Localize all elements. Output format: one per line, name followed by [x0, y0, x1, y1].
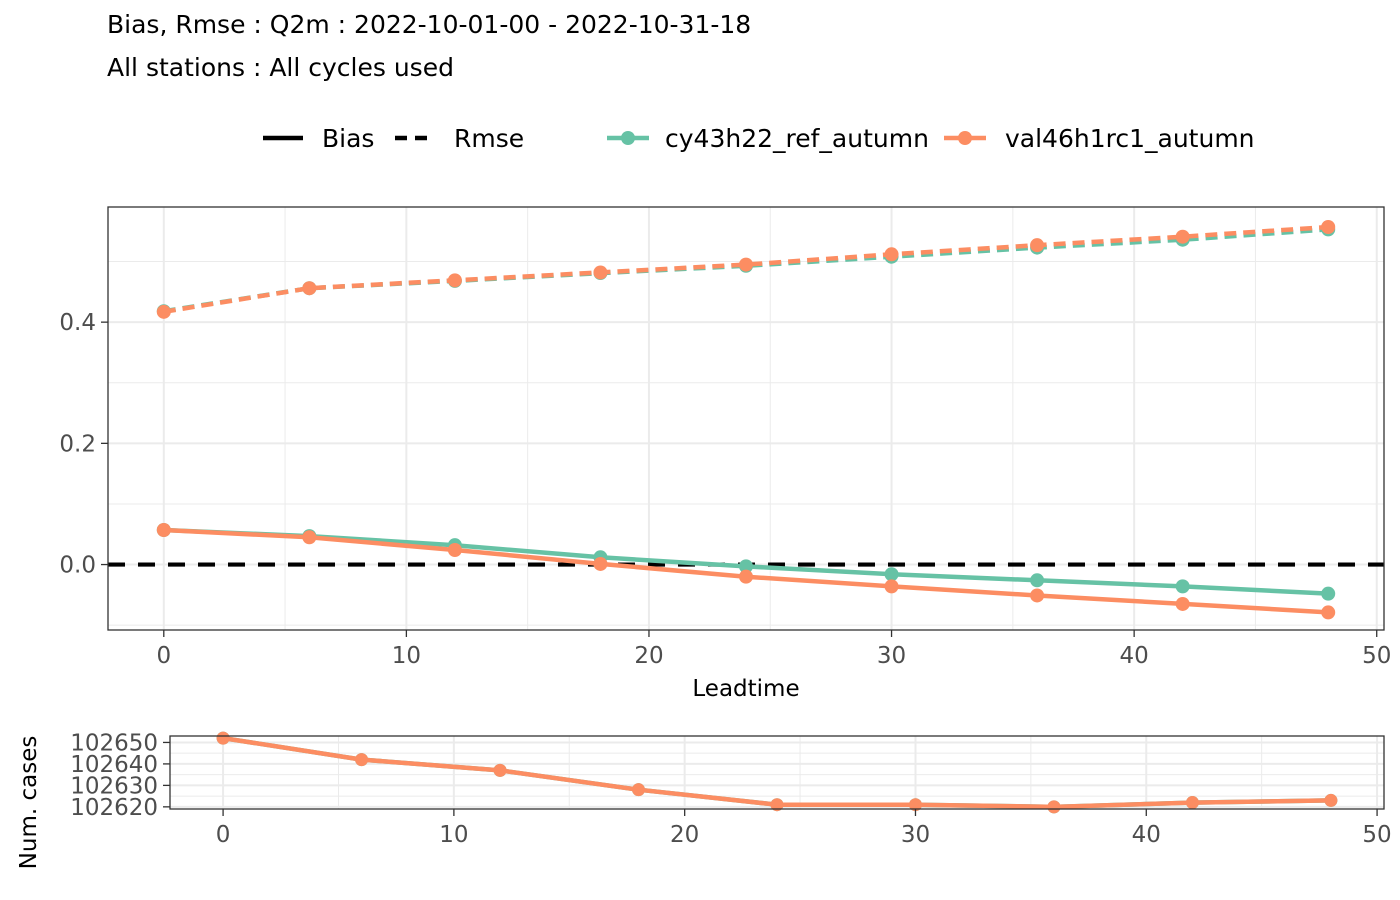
cases-data-point — [355, 753, 369, 767]
cases-plot-background — [170, 736, 1384, 809]
scores-data-point — [739, 569, 753, 584]
scores-y-tick-label: 0.2 — [59, 431, 96, 457]
scores-data-point — [1321, 586, 1336, 601]
scores-data-point — [1175, 596, 1190, 611]
scores-y-tick-label: 0.0 — [59, 553, 96, 579]
cases-y-tick-label: 102630 — [70, 773, 158, 799]
scores-data-point — [156, 304, 171, 319]
scores-data-point — [302, 530, 317, 545]
scores-data-point — [1030, 588, 1045, 603]
chart-title: Bias, Rmse : Q2m : 2022-10-01-00 - 2022-… — [107, 10, 752, 39]
cases-x-tick-label: 20 — [670, 822, 699, 848]
legend: Bias Rmse cy43h22_ref_autumn val46h1rc1_aut… — [263, 124, 1255, 153]
scores-data-point — [447, 273, 462, 288]
scores-data-point — [1321, 605, 1336, 620]
scores-x-tick-label: 20 — [634, 643, 663, 669]
cases-data-point — [908, 798, 922, 812]
scores-x-tick-label: 50 — [1362, 643, 1391, 669]
legend-label-model-1: val46h1rc1_autumn — [1005, 124, 1255, 153]
cases-data-point — [1185, 796, 1199, 810]
cases-x-tick-label: 30 — [901, 822, 930, 848]
legend-key-point-0 — [621, 131, 635, 145]
scores-x-axis-title: Leadtime — [692, 676, 799, 702]
scores-data-point — [739, 257, 753, 272]
scores-data-point — [1321, 219, 1336, 234]
cases-x-tick-label: 50 — [1362, 822, 1391, 848]
scores-data-point — [1030, 238, 1045, 253]
scores-data-point — [593, 556, 608, 571]
scores-panel-border — [107, 206, 1385, 631]
scores-data-point — [447, 543, 462, 558]
scores-data-point — [884, 247, 899, 262]
scores-data-point — [156, 523, 171, 538]
legend-label-rmse: Rmse — [454, 124, 524, 153]
cases-y-tick-label: 102620 — [70, 795, 158, 821]
cases-y-tick-label: 102650 — [70, 730, 158, 756]
cases-data-point — [770, 798, 784, 812]
scores-data-point — [739, 559, 753, 574]
scores-data-point — [1175, 229, 1190, 244]
scores-data-point — [884, 579, 899, 594]
scores-data-point — [593, 265, 608, 280]
cases-data-point — [632, 783, 646, 797]
scores-x-tick-label: 0 — [156, 643, 171, 669]
cases-data-point — [216, 731, 230, 745]
cases-panel-border — [169, 735, 1385, 810]
chart-subtitle: All stations : All cycles used — [107, 53, 454, 82]
scores-data-point — [884, 567, 899, 582]
legend-label-model-0: cy43h22_ref_autumn — [665, 124, 929, 153]
cases-data-point — [1047, 800, 1061, 814]
cases-y-axis-title: Num. cases — [16, 736, 42, 870]
cases-x-tick-label: 10 — [439, 822, 468, 848]
scores-x-tick-label: 40 — [1119, 643, 1148, 669]
scores-x-tick-label: 10 — [392, 643, 421, 669]
legend-key-point-1 — [958, 131, 972, 145]
scores-series-line-rmse-3 — [163, 224, 1329, 315]
scores-x-tick-label: 30 — [877, 643, 906, 669]
scores-data-point — [302, 281, 317, 296]
cases-data-point — [1324, 793, 1338, 807]
scores-data-point — [1030, 573, 1045, 588]
scores-panel: 0 10 20 30 40 50 0.0 0.2 0.4 Leadtime — [59, 206, 1391, 702]
scores-data-point — [1175, 579, 1190, 594]
cases-x-tick-label: 0 — [216, 822, 231, 848]
cases-x-tick-label: 40 — [1132, 822, 1161, 848]
cases-data-point — [493, 763, 507, 777]
legend-label-bias: Bias — [322, 124, 374, 153]
cases-y-tick-label: 102640 — [70, 752, 158, 778]
scores-y-tick-label: 0.4 — [59, 310, 96, 336]
